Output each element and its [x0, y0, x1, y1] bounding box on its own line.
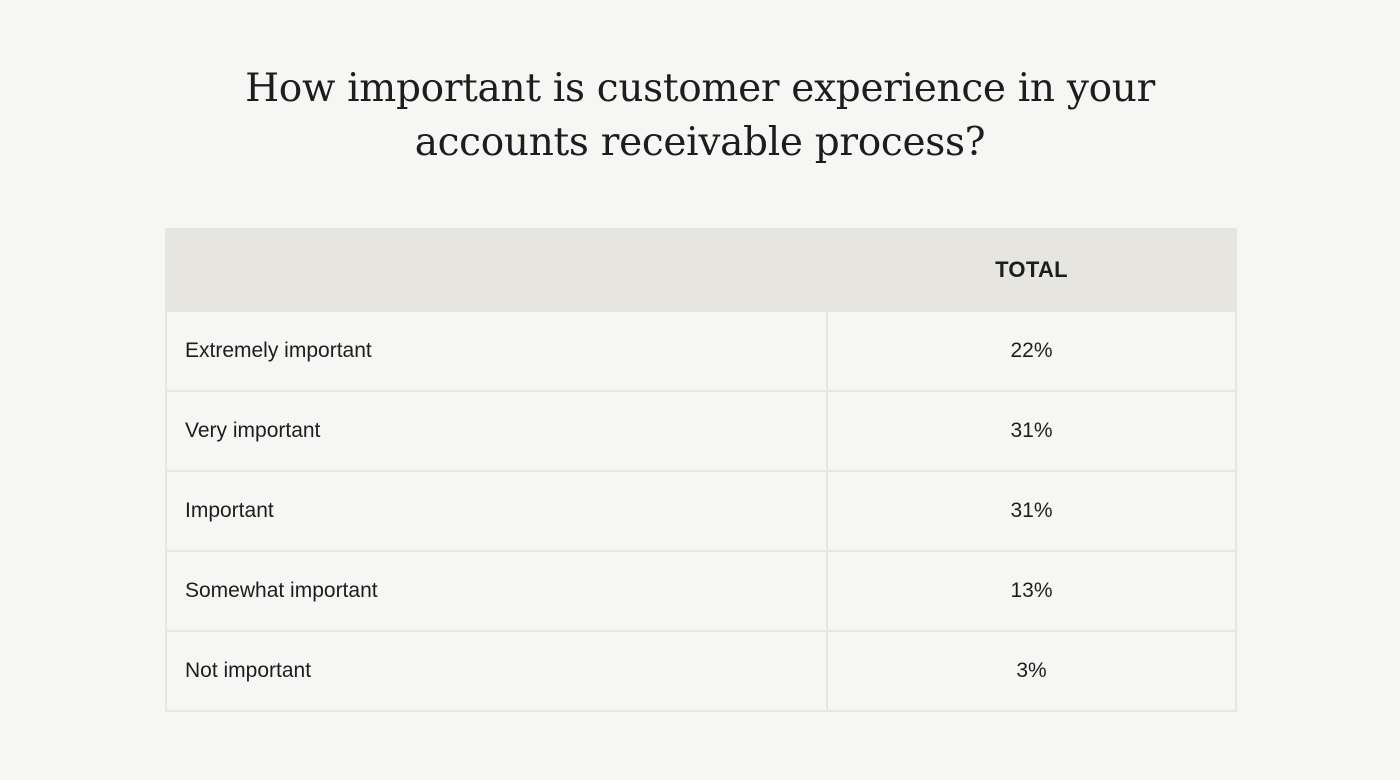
chart-title-line-1: How important is customer experience in …	[245, 66, 1155, 111]
chart-title-line-2: accounts receivable process?	[414, 120, 986, 165]
table-row: Not important 3%	[165, 630, 1237, 712]
row-label: Somewhat important	[165, 550, 828, 632]
row-value: 22%	[826, 310, 1237, 392]
column-header-total: TOTAL	[826, 228, 1237, 312]
table-row: Somewhat important 13%	[165, 550, 1237, 632]
table-row: Extremely important 22%	[165, 310, 1237, 392]
row-label: Not important	[165, 630, 828, 712]
row-label: Important	[165, 470, 828, 552]
row-value: 31%	[826, 390, 1237, 472]
table-body: Extremely important 22% Very important 31% I…	[165, 310, 1237, 712]
table-row: Very important 31%	[165, 390, 1237, 472]
results-table: TOTAL Extremely important 22% Very importa…	[165, 228, 1237, 712]
row-label: Very important	[165, 390, 828, 472]
table-row: Important 31%	[165, 470, 1237, 552]
row-value: 13%	[826, 550, 1237, 632]
row-label: Extremely important	[165, 310, 828, 392]
row-value: 3%	[826, 630, 1237, 712]
row-value: 31%	[826, 470, 1237, 552]
chart-title: How important is customer experience in …	[0, 62, 1400, 170]
table-header-row: TOTAL	[165, 228, 1237, 312]
column-header-label	[165, 228, 828, 312]
